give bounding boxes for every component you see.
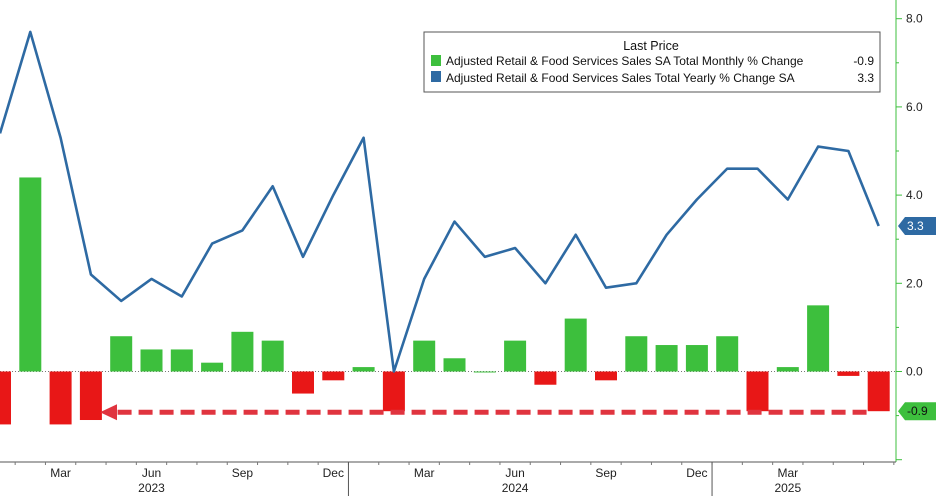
y-tick-label: 2.0 (906, 276, 923, 290)
monthly-bar (655, 345, 678, 372)
legend-value-yearly: 3.3 (857, 71, 874, 85)
value-callout (898, 402, 936, 421)
legend-value-monthly: -0.9 (853, 54, 874, 68)
x-year-label: 2023 (138, 481, 165, 495)
monthly-bar (504, 340, 527, 372)
x-tick-label: Jun (142, 466, 161, 480)
legend-label-monthly: Adjusted Retail & Food Services Sales SA… (446, 54, 804, 68)
monthly-bar (0, 371, 11, 425)
monthly-bar (19, 177, 42, 372)
yearly-line-layer (0, 30, 880, 373)
legend-swatch-yearly (431, 71, 441, 82)
monthly-bar (413, 340, 436, 372)
monthly-bar (292, 371, 314, 394)
monthly-bar (231, 331, 254, 372)
x-tick-label: Mar (50, 466, 71, 480)
monthly-bar (261, 340, 284, 372)
y-tick-label: 6.0 (906, 100, 923, 114)
monthly-bar (201, 362, 224, 372)
x-tick-label: Sep (232, 466, 254, 480)
x-tick-label: Jun (505, 466, 524, 480)
legend-title: Last Price (623, 39, 679, 53)
monthly-bar (49, 371, 72, 425)
x-tick-label: Dec (686, 466, 707, 480)
monthly-bar (685, 345, 708, 372)
monthly-bar (807, 305, 830, 372)
monthly-bar (837, 371, 860, 376)
monthly-bar (352, 367, 375, 372)
monthly-bars (0, 177, 890, 425)
monthly-bar (140, 349, 163, 372)
x-tick-label: Dec (323, 466, 344, 480)
monthly-bar (170, 349, 193, 372)
monthly-bar (79, 371, 102, 421)
monthly-bar (443, 358, 466, 372)
arrow-head (99, 404, 117, 421)
monthly-bar (746, 371, 769, 412)
x-tick-label: Sep (595, 466, 617, 480)
monthly-bar (595, 371, 617, 381)
monthly-bar (473, 371, 496, 373)
x-axis: Mar Jun Sep Dec Mar Jun Sep Dec Mar 2023 2024 2025 (0, 461, 896, 496)
legend-swatch-monthly (431, 55, 441, 66)
x-tick-label: Mar (777, 466, 798, 480)
value-callout (898, 216, 936, 235)
monthly-bar (110, 336, 133, 372)
trend-arrow (99, 404, 867, 421)
monthly-bar (716, 336, 739, 372)
monthly-bar (776, 367, 799, 372)
y-axis: 8.0 6.0 4.0 2.0 0.0 3.3 -0.9 (895, 0, 936, 462)
value-callout-label: 3.3 (907, 219, 924, 233)
legend: Last Price Adjusted Retail & Food Servic… (423, 31, 881, 93)
monthly-bar (322, 371, 345, 381)
x-year-label: 2024 (502, 481, 529, 495)
yearly-line (0, 30, 880, 373)
monthly-bar (867, 371, 890, 412)
monthly-bar (382, 371, 405, 412)
x-tick-label: Mar (414, 466, 435, 480)
monthly-bar (564, 318, 587, 372)
value-callout-label: -0.9 (907, 404, 928, 418)
y-tick-label: 4.0 (906, 188, 923, 202)
y-tick-label: 8.0 (906, 12, 923, 26)
y-tick-label: 0.0 (906, 365, 923, 379)
monthly-bar (625, 336, 648, 372)
x-year-label: 2025 (774, 481, 801, 495)
monthly-bar (534, 371, 557, 385)
legend-label-yearly: Adjusted Retail & Food Services Sales To… (446, 71, 795, 85)
